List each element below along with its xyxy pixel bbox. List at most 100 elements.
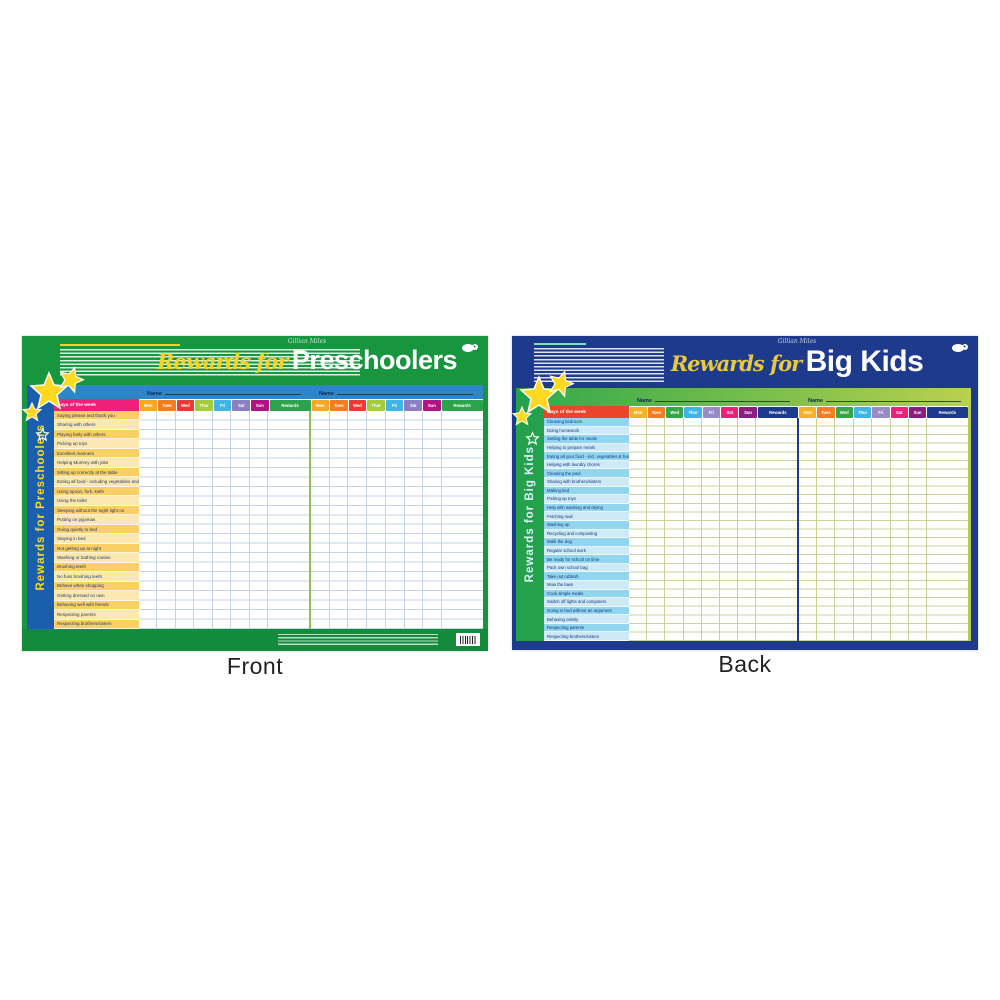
instructions-text	[534, 343, 664, 385]
task-row-label: Switch off lights and computers	[544, 598, 629, 607]
reward-table: Days of the week Mon Tues Wed Thur Fri S…	[544, 406, 968, 642]
day-header-cell: Sun	[908, 406, 927, 418]
task-row-label: Cleaning the pool	[544, 469, 629, 479]
task-row-label: Playing fairly with others	[54, 429, 139, 440]
day-header-cell: Sat	[404, 399, 423, 411]
task-row-label: Sharing with others	[54, 420, 139, 430]
brand-logo: Gillian Miles	[777, 338, 817, 345]
reward-table: Days of the week Mon Tues Wed Thur Fri S…	[54, 399, 483, 630]
day-header-cell: Tues	[158, 399, 176, 411]
task-row-label: Using spoon, fork, knife	[54, 486, 139, 497]
title-main: Big Kids	[805, 345, 924, 378]
task-row-label: Sitting up correctly at the table	[54, 467, 139, 478]
day-header-cell: Fri	[872, 406, 890, 418]
day-header-cell: Thur	[367, 399, 385, 411]
name-strip: Name Name	[516, 388, 971, 406]
day-header-cell: Wed	[348, 399, 367, 411]
task-row-label: Respecting brothers/sisters	[544, 632, 629, 642]
barcode	[456, 633, 480, 646]
task-row-label: Regular school work	[544, 546, 629, 556]
front-chart: Gillian Miles Rewards for Preschoolers R…	[21, 336, 488, 651]
task-row-label: Respecting parents	[54, 610, 139, 620]
day-header-cell: Tues	[647, 406, 666, 418]
task-row-label: Washing or bathing routine	[54, 553, 139, 563]
task-row-label: Cleaning bedroom	[544, 418, 629, 427]
day-header-cell: Fri	[385, 399, 404, 411]
brand-logo: Gillian Miles	[287, 338, 327, 345]
rewards-header: Rewards	[269, 399, 311, 411]
name-field-1: Name	[629, 388, 800, 406]
task-row-label: Saying please and thank you	[54, 411, 139, 421]
back-caption: Back	[718, 651, 772, 677]
task-row-label: Doing homework	[544, 426, 629, 436]
day-header-cell: Sat	[890, 406, 908, 418]
task-row-label: No fuss brushing teeth	[54, 572, 139, 582]
task-row-label: Setting the table for meals	[544, 435, 629, 444]
day-header-cell: Wed	[835, 406, 853, 418]
task-row-label: Recycling and composting	[544, 529, 629, 539]
side-band: Rewards for Preschoolers	[27, 385, 54, 629]
table-header: Days of the week Mon Tues Wed Thur Fri S…	[54, 399, 483, 411]
title-script: Rewards for	[156, 349, 288, 374]
rewards-header: Rewards	[927, 406, 968, 418]
task-labels: Cleaning bedroom Doing homework Setting …	[544, 418, 629, 642]
task-row-label: Be ready for school on time	[544, 555, 629, 564]
front-caption: Front	[226, 653, 284, 679]
chart-title: Rewards for Preschoolers	[132, 345, 482, 376]
task-row-label: Eating all food - including vegetables a…	[54, 477, 139, 487]
day-header-cell: Sun	[251, 399, 269, 411]
tracking-grid	[629, 418, 968, 641]
tracking-grid	[139, 411, 483, 629]
task-row-label: Helping with laundry chores	[544, 460, 629, 470]
task-row-label: Sharing with brothers/sisters	[544, 478, 629, 487]
task-row-label: Sleeping without the night light on	[54, 505, 139, 516]
side-band: Rewards for Big Kids	[516, 388, 544, 641]
day-header-cell: Thur	[684, 406, 702, 418]
task-row-label: Behaving calmly	[544, 615, 629, 624]
task-row-label: Going to bed without an argument	[544, 606, 629, 616]
day-header-cell: Tues	[330, 399, 348, 411]
name-field-2: Name	[311, 385, 483, 399]
task-row-label: Cook simple meals	[544, 589, 629, 599]
day-header-cell: Mon	[311, 399, 330, 411]
publisher-logo-icon	[461, 341, 479, 359]
task-row-label: Washing up	[544, 520, 629, 530]
day-header-cell: Fri	[702, 406, 721, 418]
task-row-label: Picking up toys	[544, 495, 629, 504]
rewards-header: Rewards	[757, 406, 798, 418]
instructions-text	[60, 344, 360, 382]
task-row-label: Help with washing and drying	[544, 503, 629, 513]
day-header-cell: Thur	[195, 399, 213, 411]
day-header-cell: Sun	[423, 399, 441, 411]
side-label: Rewards for Preschoolers	[34, 423, 47, 591]
task-row-label: Excellent manners	[54, 448, 139, 459]
task-row-label: Take out rubbish	[544, 572, 629, 581]
task-row-label: Using the toilet	[54, 496, 139, 506]
day-header-cell: Wed	[666, 406, 684, 418]
task-row-label: Going quietly to bed	[54, 524, 139, 535]
task-row-label: Staying in bed	[54, 534, 139, 544]
task-row-label: Brushing teeth	[54, 562, 139, 573]
publisher-logo-icon	[951, 341, 969, 359]
day-header-cell: Tues	[817, 406, 835, 418]
title-main: Preschoolers	[291, 345, 458, 375]
name-field-1: Name	[139, 385, 311, 399]
task-row-label: Walk the dog	[544, 538, 629, 547]
task-row-label: Helping Mummy with jobs	[54, 458, 139, 468]
task-row-label: Behaving well with friends	[54, 600, 139, 611]
task-row-label: Eating all your food - incl. vegetables …	[544, 452, 629, 461]
fine-print	[278, 634, 438, 646]
rewards-header: Rewards	[441, 399, 483, 411]
table-header: Days of the week Mon Tues Wed Thur Fri S…	[544, 406, 968, 418]
task-row-label: Getting dressed on own	[54, 591, 139, 601]
task-row-label: Making bed	[544, 486, 629, 496]
task-row-label: Respecting brothers/sisters	[54, 619, 139, 630]
task-labels: Saying please and thank you Sharing with…	[54, 411, 139, 630]
day-header-cell: Wed	[176, 399, 195, 411]
side-label: Rewards for Big Kids	[524, 446, 536, 583]
day-header-cell: Sat	[232, 399, 251, 411]
title-script: Rewards for	[670, 351, 802, 376]
name-strip: Name Name	[54, 385, 483, 399]
bottom-strip	[512, 641, 978, 650]
